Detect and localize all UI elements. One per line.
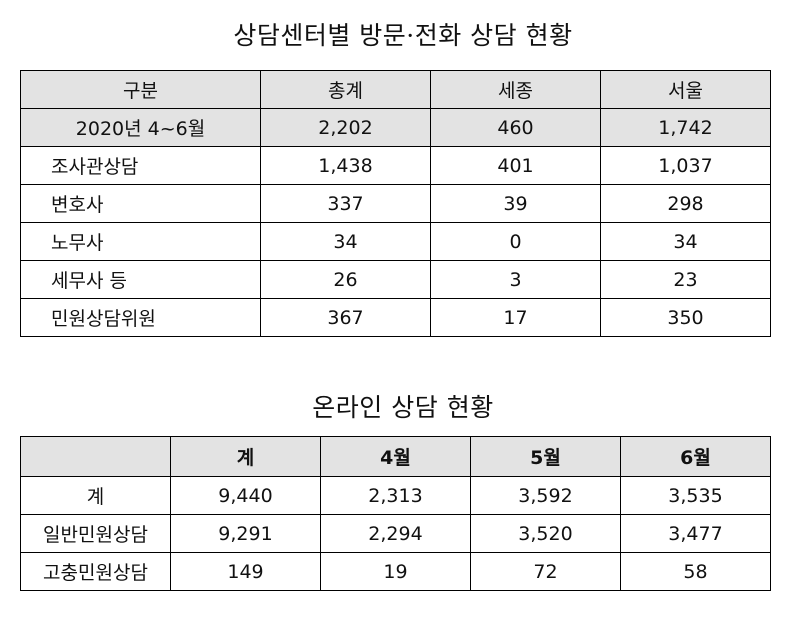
column-header: 서울 [600,70,771,109]
table-cell: 337 [260,184,431,223]
table-cell: 2,202 [260,108,431,147]
column-header: 6월 [620,436,771,477]
table-cell: 1,438 [260,146,431,185]
column-header: 5월 [470,436,621,477]
table-row: 세무사 등 26 3 23 [20,260,771,299]
table-cell: 1,037 [600,146,771,185]
table-cell: 72 [470,552,621,591]
table-cell: 401 [430,146,601,185]
table-cell: 9,440 [170,476,321,515]
table-cell: 149 [170,552,321,591]
row-label: 민원상담위원 [20,298,261,337]
table-cell: 350 [600,298,771,337]
table-cell: 23 [600,260,771,299]
row-label: 조사관상담 [20,146,261,185]
online-consultation-title: 온라인 상담 현황 [312,393,494,422]
table-row: 일반민원상담 9,291 2,294 3,520 3,477 [20,514,771,553]
row-label: 고충민원상담 [20,552,171,591]
row-label: 변호사 [20,184,261,223]
table-cell: 0 [430,222,601,261]
table-header-row: 구분 총계 세종 서울 [20,70,771,109]
column-header: 세종 [430,70,601,109]
table-cell: 298 [600,184,771,223]
row-label: 2020년 4~6월 [20,108,261,147]
table-cell: 2,313 [320,476,471,515]
table-cell: 3,535 [620,476,771,515]
table-cell: 39 [430,184,601,223]
table-cell: 34 [260,222,431,261]
table-cell: 3,592 [470,476,621,515]
table-header-row: 계 4월 5월 6월 [20,436,771,477]
table-cell: 3 [430,260,601,299]
table-row: 2020년 4~6월 2,202 460 1,742 [20,108,771,147]
table-row: 민원상담위원 367 17 350 [20,298,771,337]
table-cell: 3,477 [620,514,771,553]
table-cell: 9,291 [170,514,321,553]
table-cell: 367 [260,298,431,337]
row-label: 계 [20,476,171,515]
table-cell: 2,294 [320,514,471,553]
table-row: 노무사 34 0 34 [20,222,771,261]
visit-phone-consultation-table: 구분 총계 세종 서울 2020년 4~6월 2,202 460 1,742 조… [20,70,771,337]
column-header: 구분 [20,70,261,109]
visit-phone-consultation-title: 상담센터별 방문·전화 상담 현황 [233,21,573,50]
column-header: 총계 [260,70,431,109]
online-consultation-table: 계 4월 5월 6월 계 9,440 2,313 3,592 3,535 일반민… [20,436,771,591]
table-row: 변호사 337 39 298 [20,184,771,223]
table-cell: 17 [430,298,601,337]
column-header: 4월 [320,436,471,477]
row-label: 노무사 [20,222,261,261]
row-label: 세무사 등 [20,260,261,299]
table-cell: 460 [430,108,601,147]
table-cell: 34 [600,222,771,261]
row-label: 일반민원상담 [20,514,171,553]
table-cell: 58 [620,552,771,591]
column-header [20,436,171,477]
table-cell: 1,742 [600,108,771,147]
table-cell: 3,520 [470,514,621,553]
column-header: 계 [170,436,321,477]
table-cell: 26 [260,260,431,299]
table-row: 고충민원상담 149 19 72 58 [20,552,771,591]
table-row: 조사관상담 1,438 401 1,037 [20,146,771,185]
table-row: 계 9,440 2,313 3,592 3,535 [20,476,771,515]
table-cell: 19 [320,552,471,591]
